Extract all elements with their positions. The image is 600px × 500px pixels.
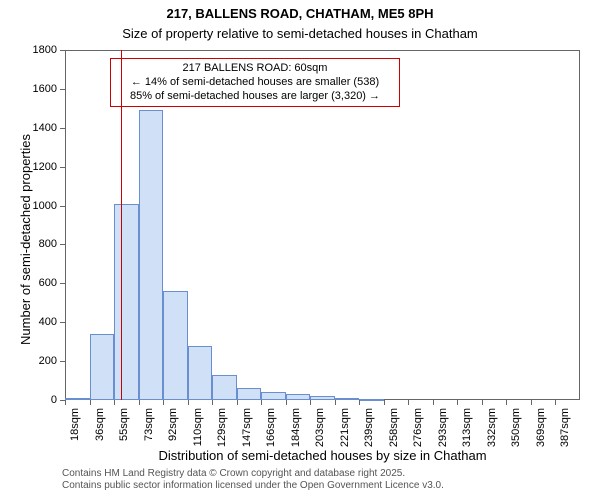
histogram-bar — [335, 398, 360, 400]
histogram-bar — [188, 346, 213, 400]
histogram-bar — [286, 394, 311, 400]
histogram-bar — [139, 110, 164, 400]
xtick-label: 313sqm — [461, 408, 473, 447]
ytick-label: 1200 — [17, 161, 57, 173]
annotation-line: ← 14% of semi-detached houses are smalle… — [117, 76, 393, 90]
xtick-mark — [310, 400, 311, 405]
xtick-mark — [335, 400, 336, 405]
ytick-mark — [60, 361, 65, 362]
xtick-label: 166sqm — [265, 408, 277, 447]
ytick-label: 1000 — [17, 200, 57, 212]
xtick-label: 129sqm — [216, 408, 228, 447]
ytick-mark — [60, 167, 65, 168]
xtick-label: 350sqm — [510, 408, 522, 447]
xtick-mark — [90, 400, 91, 405]
xtick-label: 18sqm — [69, 408, 81, 441]
ytick-mark — [60, 322, 65, 323]
footer-line1: Contains HM Land Registry data © Crown c… — [62, 468, 444, 480]
xtick-label: 239sqm — [363, 408, 375, 447]
xtick-mark — [555, 400, 556, 405]
annotation-line: 217 BALLENS ROAD: 60sqm — [117, 62, 393, 76]
chart-title-line1: 217, BALLENS ROAD, CHATHAM, ME5 8PH — [0, 6, 600, 21]
xtick-mark — [457, 400, 458, 405]
xtick-label: 55sqm — [118, 408, 130, 441]
ytick-label: 1400 — [17, 122, 57, 134]
annotation-line: 85% of semi-detached houses are larger (… — [117, 90, 393, 104]
histogram-bar — [237, 388, 262, 400]
ytick-label: 1600 — [17, 83, 57, 95]
xtick-mark — [114, 400, 115, 405]
chart-title-line2: Size of property relative to semi-detach… — [0, 26, 600, 41]
property-marker-line — [121, 50, 122, 400]
ytick-mark — [60, 89, 65, 90]
xtick-mark — [237, 400, 238, 405]
xtick-mark — [212, 400, 213, 405]
xtick-mark — [359, 400, 360, 405]
histogram-bar — [359, 399, 384, 401]
histogram-bar — [163, 291, 188, 400]
xtick-label: 147sqm — [241, 408, 253, 447]
ytick-mark — [60, 50, 65, 51]
histogram-bar — [261, 392, 286, 400]
xtick-label: 276sqm — [412, 408, 424, 447]
xtick-label: 203sqm — [314, 408, 326, 447]
xtick-mark — [65, 400, 66, 405]
ytick-label: 0 — [17, 394, 57, 406]
histogram-bar — [65, 398, 90, 400]
xtick-mark — [261, 400, 262, 405]
ytick-mark — [60, 206, 65, 207]
xtick-label: 369sqm — [535, 408, 547, 447]
ytick-label: 1800 — [17, 44, 57, 56]
xtick-mark — [188, 400, 189, 405]
xtick-label: 110sqm — [192, 408, 204, 446]
xtick-mark — [433, 400, 434, 405]
histogram-bar — [310, 396, 335, 400]
ytick-label: 600 — [17, 277, 57, 289]
chart-container: 217, BALLENS ROAD, CHATHAM, ME5 8PH Size… — [0, 0, 600, 500]
xtick-mark — [286, 400, 287, 405]
xtick-label: 387sqm — [559, 408, 571, 447]
footer-attribution: Contains HM Land Registry data © Crown c… — [62, 468, 444, 492]
ytick-mark — [60, 283, 65, 284]
xtick-mark — [506, 400, 507, 405]
annotation-box: 217 BALLENS ROAD: 60sqm← 14% of semi-det… — [110, 58, 400, 107]
xtick-label: 184sqm — [290, 408, 302, 447]
ytick-label: 200 — [17, 355, 57, 367]
xtick-label: 332sqm — [486, 408, 498, 447]
ytick-mark — [60, 128, 65, 129]
xtick-label: 92sqm — [167, 408, 179, 441]
xtick-label: 221sqm — [339, 408, 351, 447]
xtick-mark — [531, 400, 532, 405]
x-axis-label: Distribution of semi-detached houses by … — [65, 448, 580, 463]
xtick-label: 73sqm — [143, 408, 155, 441]
xtick-mark — [163, 400, 164, 405]
xtick-mark — [482, 400, 483, 405]
xtick-label: 258sqm — [388, 408, 400, 447]
footer-line2: Contains public sector information licen… — [62, 480, 444, 492]
xtick-mark — [139, 400, 140, 405]
ytick-label: 400 — [17, 316, 57, 328]
xtick-mark — [384, 400, 385, 405]
xtick-label: 293sqm — [437, 408, 449, 447]
ytick-mark — [60, 244, 65, 245]
histogram-bar — [114, 204, 139, 400]
xtick-label: 36sqm — [94, 408, 106, 441]
ytick-label: 800 — [17, 238, 57, 250]
histogram-bar — [212, 375, 237, 400]
xtick-mark — [408, 400, 409, 405]
histogram-bar — [90, 334, 115, 400]
